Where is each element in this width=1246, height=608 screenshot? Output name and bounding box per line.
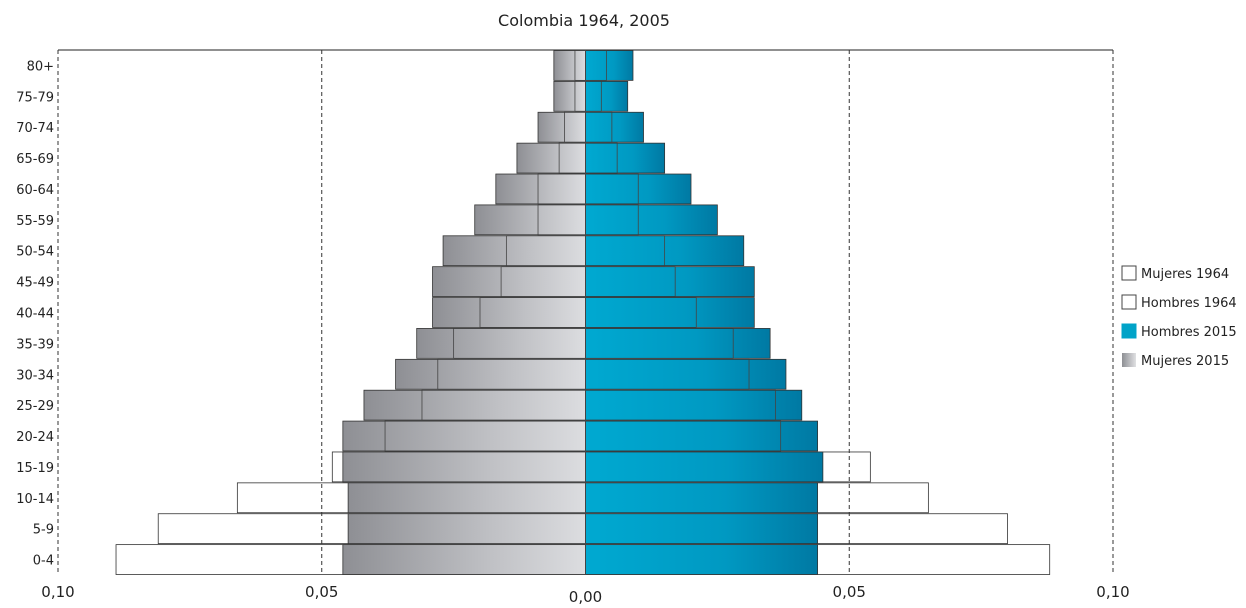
- bar-hombres-2015-40-44: [585, 297, 755, 328]
- ytick-label-50-54: 50-54: [16, 245, 54, 260]
- bar-hombres-2015-10-14: [585, 482, 819, 514]
- bar-hombres-2015-20-24: [585, 420, 819, 452]
- ytick-label-30-34: 30-34: [16, 368, 54, 383]
- legend-swatch-mujeres-1964: [1121, 265, 1137, 281]
- bar-mujeres-2015-15-19: [342, 451, 586, 483]
- xtick-label-0: 0,10: [41, 583, 74, 601]
- legend-label-hombres-1964: Hombres 1964: [1141, 296, 1237, 311]
- xtick-label-1: 0,05: [305, 583, 338, 601]
- bar-hombres-2015-70-74: [585, 111, 644, 143]
- ytick-label-5-9: 5-9: [33, 523, 54, 538]
- bar-mujeres-2015-20-24: [342, 420, 586, 452]
- ytick-label-60-64: 60-64: [16, 183, 54, 198]
- bar-mujeres-2015-60-64: [495, 173, 586, 205]
- ytick-label-40-44: 40-44: [16, 307, 54, 322]
- legend-swatch-mujeres-2015: [1122, 353, 1136, 367]
- legend-swatch-hombres-2015: [1121, 323, 1137, 339]
- bar-mujeres-2015-80+: [553, 50, 586, 81]
- ytick-label-65-69: 65-69: [16, 152, 54, 167]
- bar-hombres-2015-55-59: [585, 204, 718, 236]
- bar-mujeres-2015-5-9: [347, 513, 586, 545]
- ytick-label-10-14: 10-14: [16, 492, 54, 507]
- bar-hombres-2015-0-4: [585, 544, 819, 575]
- ytick-label-45-49: 45-49: [16, 276, 54, 291]
- chart-title: Colombia 1964, 2005: [498, 11, 670, 30]
- legend: Mujeres 1964 Hombres 1964 Hombres 2015 Muje…: [1121, 265, 1237, 369]
- bar-mujeres-2015-0-4: [342, 544, 586, 575]
- ytick-label-25-29: 25-29: [16, 399, 54, 414]
- bar-hombres-2015-35-39: [585, 328, 771, 359]
- ytick-label-75-79: 75-79: [16, 90, 54, 105]
- bar-mujeres-2015-70-74: [537, 111, 586, 143]
- bar-hombres-2015-15-19: [585, 451, 824, 483]
- bar-hombres-2015-25-29: [585, 389, 803, 421]
- bar-mujeres-2015-50-54: [442, 235, 586, 267]
- bar-mujeres-2015-55-59: [474, 204, 586, 236]
- ytick-label-55-59: 55-59: [16, 214, 54, 229]
- bar-mujeres-2015-10-14: [347, 482, 586, 514]
- bar-hombres-2015-45-49: [585, 266, 755, 297]
- ytick-label-70-74: 70-74: [16, 121, 54, 136]
- bar-mujeres-2015-40-44: [432, 297, 586, 328]
- bar-mujeres-2015-25-29: [363, 389, 586, 421]
- bar-hombres-2015-5-9: [585, 513, 819, 545]
- bar-hombres-2015-30-34: [585, 358, 787, 390]
- ytick-label-15-19: 15-19: [16, 461, 54, 476]
- bar-hombres-2015-80+: [585, 50, 634, 81]
- ytick-label-80+: 80+: [27, 59, 54, 74]
- bar-hombres-2015-75-79: [585, 80, 629, 112]
- bar-mujeres-2015-75-79: [553, 80, 586, 112]
- legend-label-mujeres-1964: Mujeres 1964: [1141, 267, 1229, 282]
- xtick-label-3: 0,05: [833, 583, 866, 601]
- legend-label-hombres-2015: Hombres 2015: [1141, 325, 1237, 340]
- ytick-label-35-39: 35-39: [16, 337, 54, 352]
- bar-mujeres-2015-45-49: [432, 266, 586, 297]
- xtick-label-4: 0,10: [1096, 583, 1129, 601]
- xtick-label-2: 0,00: [569, 588, 602, 604]
- legend-swatch-hombres-1964: [1121, 294, 1137, 310]
- plot-area: 0-4 5-9 10-14 15-19 20-24 25-29 30-34 35-39 40-4…: [16, 49, 1130, 606]
- ytick-label-20-24: 20-24: [16, 430, 54, 445]
- bar-mujeres-2015-65-69: [516, 142, 586, 174]
- ytick-label-0-4: 0-4: [33, 554, 54, 569]
- bar-mujeres-2015-35-39: [416, 328, 586, 359]
- legend-label-mujeres-2015: Mujeres 2015: [1141, 354, 1229, 369]
- bar-hombres-2015-65-69: [585, 142, 666, 174]
- bar-mujeres-2015-30-34: [395, 358, 586, 390]
